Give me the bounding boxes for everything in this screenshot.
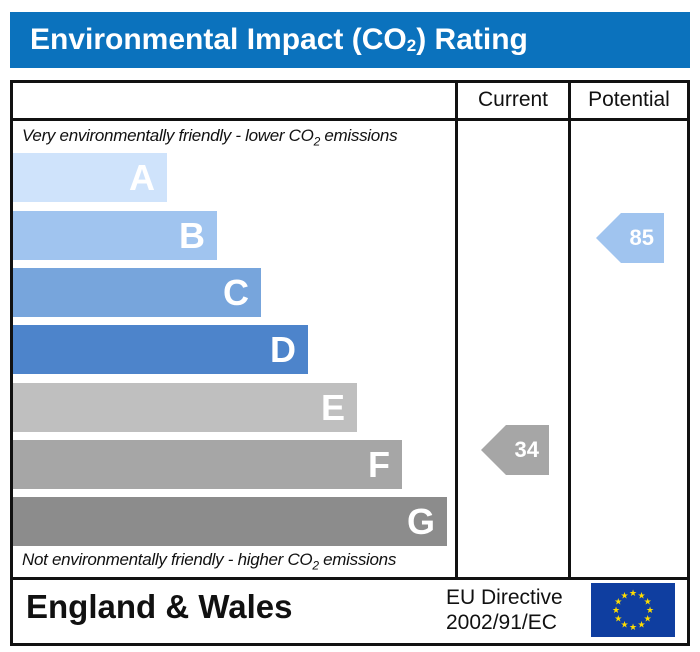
star-icon: ★ <box>612 605 620 615</box>
star-icon: ★ <box>637 620 645 630</box>
chart-title: Environmental Impact (CO2) Rating <box>10 12 690 68</box>
star-icon: ★ <box>614 614 622 624</box>
star-icon: ★ <box>644 597 652 607</box>
star-icon: ★ <box>620 620 628 630</box>
title-subscript: 2 <box>406 36 417 55</box>
band-e: E <box>13 383 357 432</box>
bottom-note: Not environmentally friendly - higher CO… <box>22 550 396 572</box>
band-d: D <box>13 325 308 374</box>
star-icon: ★ <box>620 590 628 600</box>
band-f: F <box>13 440 402 489</box>
divider <box>568 80 571 580</box>
top-note: Very environmentally friendly - lower CO… <box>22 126 398 149</box>
star-icon: ★ <box>614 597 622 607</box>
note-sub: 2 <box>312 558 319 573</box>
band-c: C <box>13 268 261 317</box>
star-icon: ★ <box>629 588 637 598</box>
band-a: A <box>13 153 167 202</box>
region-label: England & Wales <box>26 588 293 625</box>
note-text: Very environmentally friendly - lower CO <box>22 126 314 145</box>
star-icon: ★ <box>637 590 645 600</box>
note-text: Not environmentally friendly - higher CO <box>22 550 313 569</box>
band-b: B <box>13 211 217 260</box>
note-text: emissions <box>319 126 398 145</box>
divider <box>455 80 458 580</box>
star-icon: ★ <box>646 605 654 615</box>
column-header-potential: Potential <box>588 88 670 111</box>
divider <box>10 118 690 121</box>
note-sub: 2 <box>313 134 321 149</box>
eu-flag-icon: ★ ★ ★ ★ ★ ★ ★ ★ ★ ★ ★ ★ <box>591 583 675 637</box>
note-text: emissions <box>318 550 397 569</box>
column-header-current: Current <box>477 88 549 111</box>
directive-number: 2002/91/EC <box>446 611 557 634</box>
rating-table <box>10 80 690 646</box>
title-text: Environmental Impact (CO <box>30 23 407 56</box>
title-text-end: ) Rating <box>416 23 528 56</box>
directive-label: EU Directive <box>446 586 563 609</box>
star-icon: ★ <box>644 614 652 624</box>
divider <box>10 577 690 580</box>
band-g: G <box>13 497 447 546</box>
star-icon: ★ <box>629 622 637 632</box>
